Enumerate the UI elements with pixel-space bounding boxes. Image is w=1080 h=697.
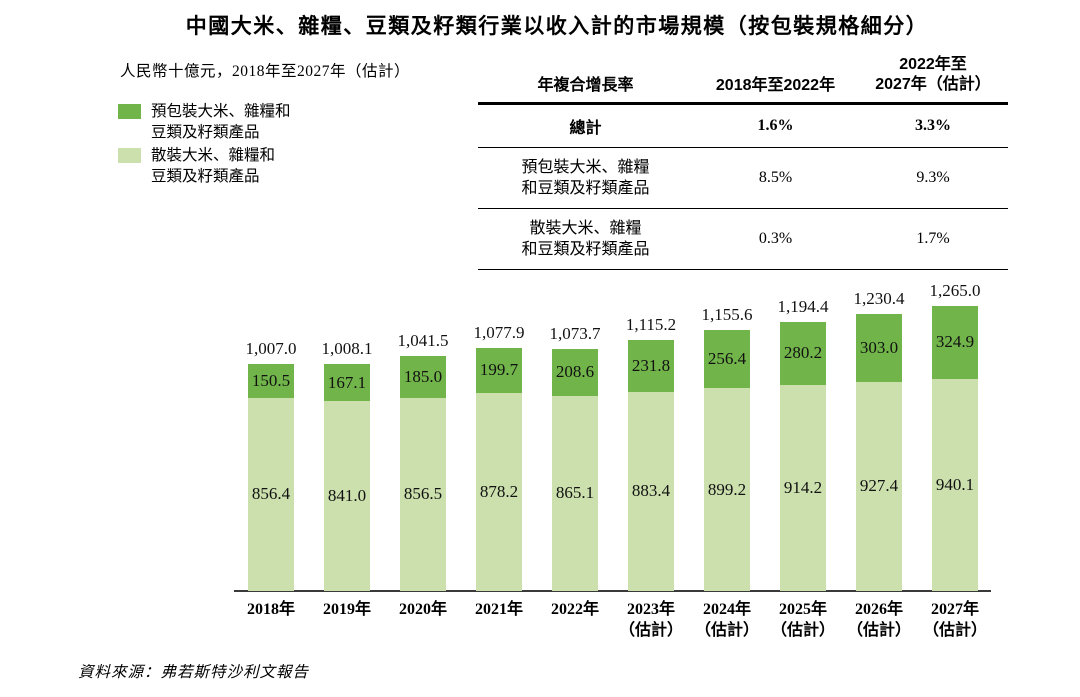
cagr-row-total: 總計 1.6% 3.3% (478, 105, 1008, 148)
cagr-total-2018-2022: 1.6% (757, 117, 794, 134)
prepackaged-swatch-icon (118, 104, 141, 119)
cagr-header-2018-2022: 2018年至2022年 (715, 77, 836, 94)
x-axis-label: 2020年 (398, 601, 447, 618)
bar-segment-bulk: 940.1 (932, 379, 978, 591)
x-axis-label: 2019年 (322, 601, 371, 618)
cagr-row-prepackaged: 預包裝大米、雜糧 和豆類及籽類產品 8.5% 9.3% (478, 148, 1008, 209)
bar-segment-prepackaged: 150.5 (248, 363, 294, 398)
x-axis-label: 2024年 （估計） (694, 601, 759, 639)
cagr-table-header: 年複合增長率 2018年至2022年 2022年至 2027年（估計） (478, 55, 1008, 105)
x-axis-label: 2018年 (246, 601, 295, 618)
x-axis-label: 2026年 （估計） (846, 601, 911, 639)
bar-segment-prepackaged: 167.1 (324, 363, 370, 402)
bar-total-label: 1,041.5 (397, 331, 449, 351)
cagr-total-label: 總計 (569, 120, 602, 137)
bar-segment-prepackaged: 231.8 (628, 339, 674, 392)
bar-total-label: 1,077.9 (473, 322, 525, 342)
cagr-bulk-2018-2022: 0.3% (758, 230, 793, 247)
bar-segment-bulk: 914.2 (780, 384, 826, 591)
cagr-total-2022-2027: 3.3% (915, 117, 951, 134)
cagr-prepackaged-2022-2027: 9.3% (916, 169, 950, 186)
bar-total-label: 1,073.7 (549, 323, 601, 343)
bar-segment-bulk: 883.4 (628, 391, 674, 591)
cagr-bulk-label: 散裝大米、雜糧 和豆類及籽類產品 (521, 220, 650, 258)
chart-unit-subtitle: 人民幣十億元，2018年至2027年（估計） (120, 63, 411, 80)
bar-total-label: 1,008.1 (321, 338, 373, 358)
bar-segment-bulk: 878.2 (476, 392, 522, 591)
chart-title: 中國大米、雜糧、豆類及籽類行業以收入計的市場規模（按包裝規格細分） (185, 15, 929, 38)
bar-segment-prepackaged: 256.4 (704, 330, 750, 389)
bar-segment-prepackaged: 303.0 (856, 313, 902, 382)
bar-segment-bulk: 856.4 (248, 397, 294, 591)
x-axis-label: 2022年 (550, 601, 599, 618)
bar-segment-prepackaged: 324.9 (932, 305, 978, 379)
legend-item-prepackaged: 預包裝大米、雜糧和 豆類及籽類產品 (118, 101, 291, 143)
x-axis-label: 2021年 (474, 601, 523, 618)
cagr-table: 年複合增長率 2018年至2022年 2022年至 2027年（估計） 總計 1… (478, 55, 1008, 270)
bar-total-label: 1,115.2 (625, 314, 677, 334)
cagr-row-bulk: 散裝大米、雜糧 和豆類及籽類產品 0.3% 1.7% (478, 209, 1008, 270)
bar-segment-prepackaged: 185.0 (400, 356, 446, 398)
legend-label-prepackaged: 預包裝大米、雜糧和 豆類及籽類產品 (151, 103, 291, 141)
bar-total-label: 1,007.0 (245, 338, 297, 358)
bar-segment-bulk: 865.1 (552, 395, 598, 591)
cagr-bulk-2022-2027: 1.7% (916, 230, 950, 247)
bar-segment-bulk: 927.4 (856, 381, 902, 591)
source-note: 資料來源：弗若斯特沙利文報告 (78, 664, 310, 681)
bar-segment-prepackaged: 199.7 (476, 347, 522, 393)
bar-segment-bulk: 899.2 (704, 388, 750, 591)
x-axis-label: 2027年 （估計） (922, 601, 987, 639)
x-axis-label: 2023年 （估計） (618, 601, 683, 639)
cagr-header-metric: 年複合增長率 (537, 77, 634, 94)
bar-total-label: 1,230.4 (853, 288, 905, 308)
bar-segment-bulk: 841.0 (324, 401, 370, 591)
bar-segment-bulk: 856.5 (400, 397, 446, 591)
cagr-header-2022-2027: 2022年至 2027年（估計） (875, 56, 991, 93)
cagr-prepackaged-2018-2022: 8.5% (758, 169, 793, 186)
bulk-swatch-icon (118, 148, 141, 163)
legend-item-bulk: 散裝大米、雜糧和 豆類及籽類產品 (118, 145, 291, 187)
bar-total-label: 1,265.0 (929, 280, 981, 300)
cagr-prepackaged-label: 預包裝大米、雜糧 和豆類及籽類產品 (521, 159, 650, 197)
bar-total-label: 1,155.6 (701, 305, 753, 325)
legend-label-bulk: 散裝大米、雜糧和 豆類及籽類產品 (151, 147, 276, 185)
chart-legend: 預包裝大米、雜糧和 豆類及籽類產品 散裝大米、雜糧和 豆類及籽類產品 (118, 101, 291, 189)
bar-total-label: 1,194.4 (777, 296, 829, 316)
x-axis-line (234, 590, 991, 592)
bar-segment-prepackaged: 280.2 (780, 321, 826, 385)
x-axis-label: 2025年 （估計） (770, 601, 835, 639)
bar-segment-prepackaged: 208.6 (552, 348, 598, 396)
